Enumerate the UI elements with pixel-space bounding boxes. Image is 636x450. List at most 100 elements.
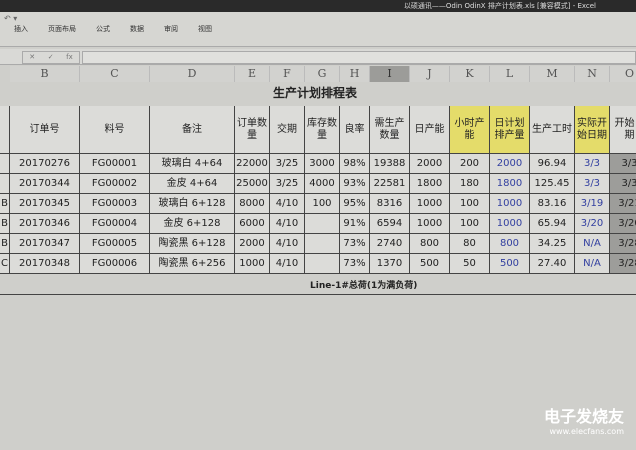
table-cell[interactable]: 3/20 [610, 214, 636, 234]
table-cell[interactable]: 3/3 [575, 154, 610, 174]
cancel-icon[interactable]: ✕ [29, 53, 36, 61]
ribbon-tab[interactable]: 页面布局 [48, 25, 76, 33]
formula-input[interactable] [82, 51, 636, 64]
table-cell[interactable]: 180 [450, 174, 490, 194]
table-cell[interactable]: 100 [450, 214, 490, 234]
table-cell[interactable]: 3/28 [610, 254, 636, 274]
row-label-cell[interactable]: B [0, 234, 10, 254]
table-cell[interactable]: 3/20 [575, 214, 610, 234]
ribbon-tab[interactable]: 公式 [96, 25, 110, 33]
table-cell[interactable]: 金皮 6+128 [150, 214, 235, 234]
ribbon-tab[interactable]: 数据 [130, 25, 144, 33]
header-cell[interactable]: 订单号 [10, 106, 80, 154]
table-cell[interactable]: FG00001 [80, 154, 150, 174]
table-cell[interactable]: 20170345 [10, 194, 80, 214]
table-cell[interactable]: 65.94 [530, 214, 575, 234]
row-label-cell[interactable] [0, 174, 10, 194]
row-label-cell[interactable]: C [0, 254, 10, 274]
table-cell[interactable]: 6594 [370, 214, 410, 234]
table-cell[interactable]: 1000 [490, 194, 530, 214]
table-cell[interactable]: FG00003 [80, 194, 150, 214]
table-cell[interactable]: 100 [305, 194, 340, 214]
header-cell[interactable]: 生产工时 [530, 106, 575, 154]
table-cell[interactable]: 3/28 [610, 234, 636, 254]
table-cell[interactable]: 3000 [305, 154, 340, 174]
table-cell[interactable]: 20170346 [10, 214, 80, 234]
table-cell[interactable]: FG00005 [80, 234, 150, 254]
table-cell[interactable]: 73% [340, 254, 370, 274]
table-cell[interactable]: 73% [340, 234, 370, 254]
table-cell[interactable]: 2740 [370, 234, 410, 254]
table-cell[interactable]: 3/3 [575, 174, 610, 194]
table-cell[interactable]: 3/3 [610, 174, 636, 194]
table-cell[interactable]: 20170276 [10, 154, 80, 174]
table-cell[interactable]: 800 [490, 234, 530, 254]
column-header-M[interactable]: M [530, 66, 575, 82]
table-cell[interactable]: 80 [450, 234, 490, 254]
table-cell[interactable]: 3/25 [270, 174, 305, 194]
table-cell[interactable]: N/A [575, 254, 610, 274]
ribbon-tab[interactable]: 视图 [198, 25, 212, 33]
table-cell[interactable]: 2000 [490, 154, 530, 174]
table-cell[interactable]: 83.16 [530, 194, 575, 214]
table-cell[interactable]: FG00002 [80, 174, 150, 194]
table-cell[interactable]: 91% [340, 214, 370, 234]
header-cell[interactable]: 开始日期 [610, 106, 636, 154]
row-label-cell[interactable] [0, 154, 10, 174]
table-cell[interactable]: 800 [410, 234, 450, 254]
table-cell[interactable]: 1000 [490, 214, 530, 234]
table-cell[interactable]: 125.45 [530, 174, 575, 194]
table-cell[interactable]: 27.40 [530, 254, 575, 274]
column-header-J[interactable]: J [410, 66, 450, 82]
table-cell[interactable]: 22000 [235, 154, 270, 174]
header-cell[interactable]: 需生产数量 [370, 106, 410, 154]
header-cell[interactable]: 实际开始日期 [575, 106, 610, 154]
column-header-F[interactable]: F [270, 66, 305, 82]
table-cell[interactable]: 1000 [410, 214, 450, 234]
table-cell[interactable] [305, 234, 340, 254]
table-cell[interactable]: 500 [410, 254, 450, 274]
column-header-K[interactable]: K [450, 66, 490, 82]
ribbon-tab[interactable]: 审阅 [164, 25, 178, 33]
table-cell[interactable]: 3/3 [610, 154, 636, 174]
column-header-I[interactable]: I [370, 66, 410, 82]
header-cell[interactable]: 料号 [80, 106, 150, 154]
table-cell[interactable]: FG00004 [80, 214, 150, 234]
table-cell[interactable]: N/A [575, 234, 610, 254]
table-cell[interactable]: 陶瓷黑 6+256 [150, 254, 235, 274]
table-cell[interactable]: 1000 [235, 254, 270, 274]
table-cell[interactable]: 20170348 [10, 254, 80, 274]
table-cell[interactable]: 2000 [235, 234, 270, 254]
header-cell[interactable]: 日计划排产量 [490, 106, 530, 154]
table-cell[interactable]: 1800 [490, 174, 530, 194]
table-cell[interactable]: 96.94 [530, 154, 575, 174]
check-icon[interactable]: ✓ [47, 53, 54, 61]
table-cell[interactable]: 98% [340, 154, 370, 174]
column-header-C[interactable]: C [80, 66, 150, 82]
table-cell[interactable]: 4/10 [270, 194, 305, 214]
table-cell[interactable]: 200 [450, 154, 490, 174]
table-cell[interactable]: FG00006 [80, 254, 150, 274]
table-cell[interactable]: 50 [450, 254, 490, 274]
column-header-N[interactable]: N [575, 66, 610, 82]
table-cell[interactable]: 1800 [410, 174, 450, 194]
column-header-B[interactable]: B [10, 66, 80, 82]
table-cell[interactable]: 2000 [410, 154, 450, 174]
table-cell[interactable]: 3/25 [270, 154, 305, 174]
table-cell[interactable]: 4/10 [270, 214, 305, 234]
undo-icon[interactable]: ↶ ▾ [4, 14, 18, 23]
header-cell[interactable]: 良率 [340, 106, 370, 154]
column-header-H[interactable]: H [340, 66, 370, 82]
table-cell[interactable]: 金皮 4+64 [150, 174, 235, 194]
header-cell[interactable]: 库存数量 [305, 106, 340, 154]
table-cell[interactable]: 20170347 [10, 234, 80, 254]
table-cell[interactable]: 22581 [370, 174, 410, 194]
table-cell[interactable]: 8000 [235, 194, 270, 214]
table-cell[interactable]: 500 [490, 254, 530, 274]
table-cell[interactable]: 陶瓷黑 6+128 [150, 234, 235, 254]
column-header-D[interactable]: D [150, 66, 235, 82]
header-cell[interactable]: 交期 [270, 106, 305, 154]
table-cell[interactable]: 25000 [235, 174, 270, 194]
header-cell[interactable]: 小时产能 [450, 106, 490, 154]
column-header-G[interactable]: G [305, 66, 340, 82]
